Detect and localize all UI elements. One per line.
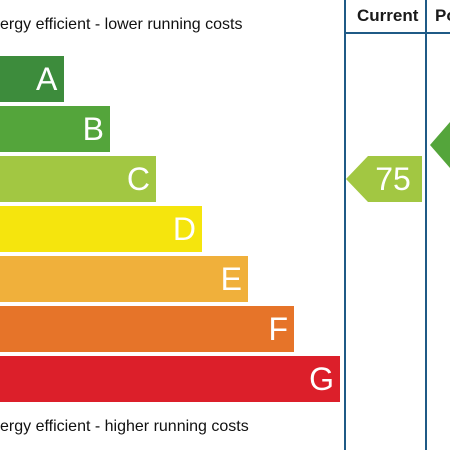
current-rating-arrow: [346, 156, 422, 202]
current-rating-marker: 75: [346, 156, 422, 202]
band-e-letter: E: [220, 261, 242, 297]
current-column-left-border: [344, 0, 346, 450]
band-c-letter: C: [126, 161, 150, 197]
current-column-right-border: [425, 0, 427, 450]
potential-rating-marker: [430, 122, 450, 168]
band-g-letter: G: [309, 361, 334, 397]
band-e-bar: E: [0, 256, 248, 302]
band-b-bar: B: [0, 106, 110, 152]
band-b-letter: B: [82, 111, 104, 147]
band-c-bar: C: [0, 156, 156, 202]
band-a-letter: A: [36, 61, 58, 97]
current-column-header: Current: [357, 6, 419, 25]
efficiency-top-caption: ergy efficient - lower running costs: [0, 16, 243, 33]
potential-rating-arrow: [430, 122, 450, 168]
header-divider: [346, 32, 450, 34]
band-a-bar: A: [0, 56, 64, 102]
band-d-letter: D: [172, 211, 196, 247]
efficiency-bottom-caption: ergy efficient - higher running costs: [0, 418, 249, 435]
band-d-bar: D: [0, 206, 202, 252]
potential-column-header: Po: [435, 6, 450, 25]
band-f-letter: F: [268, 311, 288, 347]
band-f-bar: F: [0, 306, 294, 352]
band-g-bar: G: [0, 356, 340, 402]
current-rating-value: 75: [375, 161, 411, 197]
